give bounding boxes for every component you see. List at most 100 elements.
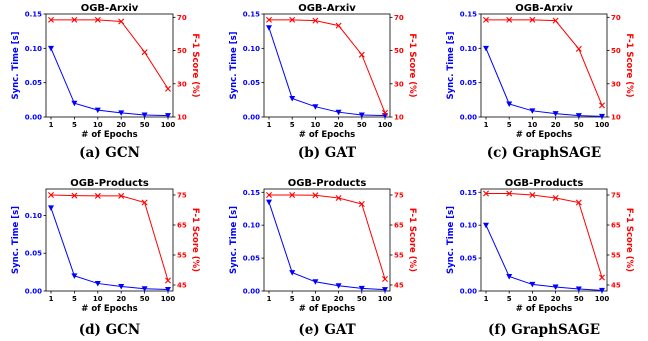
f1-score-marker xyxy=(358,201,365,207)
f1-score-marker xyxy=(358,51,365,58)
sync-time-marker xyxy=(599,113,605,120)
f1-score-marker xyxy=(165,85,171,92)
f1-score-marker xyxy=(382,109,388,116)
x-tick-label: 50 xyxy=(140,295,150,303)
x-tick-label: 5 xyxy=(72,121,77,129)
sync-time-marker xyxy=(71,100,78,107)
plot-frame xyxy=(480,13,608,118)
x-tick-label: 10 xyxy=(311,295,321,303)
sync-time-marker xyxy=(141,112,148,118)
y-right-axis-label: F-1 Score (%) xyxy=(407,33,417,97)
x-tick-label: 100 xyxy=(595,121,610,129)
f1-score-line xyxy=(50,194,169,281)
x-axis-label: # of Epochs xyxy=(516,130,572,140)
y-left-tick-label: 0.00 xyxy=(460,288,477,296)
f1-score-marker xyxy=(483,190,489,197)
plot-frame xyxy=(480,188,608,292)
x-tick-label: 1 xyxy=(49,121,54,129)
x-tick-label: 10 xyxy=(93,295,103,303)
y-left-tick-label: 0.10 xyxy=(460,45,477,53)
x-tick-label: 10 xyxy=(528,295,538,303)
sync-time-marker xyxy=(266,25,272,31)
y-left-axis-label: Sync. Time [s] xyxy=(11,206,21,274)
x-tick-label: 1 xyxy=(484,121,489,129)
sync-time-marker xyxy=(506,274,513,280)
y-left-tick-label: 0.10 xyxy=(25,45,42,53)
f1-score-marker xyxy=(94,192,101,199)
plot-frame xyxy=(263,188,391,292)
f1-score-marker xyxy=(141,199,148,206)
y-right-tick-label: 55 xyxy=(394,252,404,260)
subfigure-caption: (c) GraphSAGE xyxy=(487,145,601,161)
y-right-tick-label: 75 xyxy=(177,192,187,200)
sync-time-marker xyxy=(382,287,388,293)
f1-score-marker xyxy=(289,16,296,23)
y-left-axis-label: Sync. Time [s] xyxy=(229,31,239,99)
f1-score-marker xyxy=(599,102,605,109)
y-left-tick-label: 0.10 xyxy=(460,222,477,230)
y-right-tick-label: 75 xyxy=(394,192,404,200)
x-tick-label: 1 xyxy=(484,295,489,303)
sync-time-marker xyxy=(483,45,489,52)
f1-score-marker xyxy=(552,17,559,24)
subfigure-caption: (d) GCN xyxy=(79,322,141,338)
x-tick-label: 50 xyxy=(140,121,150,129)
f1-score-marker xyxy=(48,16,54,23)
sync-time-line xyxy=(50,207,169,290)
x-tick-label: 20 xyxy=(334,121,344,129)
sync-time-marker xyxy=(289,95,296,102)
f1-score-line xyxy=(269,19,386,114)
f1-score-marker xyxy=(266,16,272,23)
chart-panel: OGB-Products 1 5 10 20 50 100 # of Epochs 0.00 0.… xyxy=(11,178,200,338)
f1-score-marker xyxy=(335,195,342,201)
y-right-tick-label: 50 xyxy=(611,47,621,55)
chart-title: OGB-Products xyxy=(505,178,584,189)
x-tick-label: 50 xyxy=(357,295,367,303)
x-tick-label: 50 xyxy=(357,121,367,129)
y-right-tick-label: 45 xyxy=(394,282,404,290)
sync-time-marker xyxy=(312,279,319,285)
y-left-tick-label: 0.15 xyxy=(243,189,260,197)
x-tick-label: 5 xyxy=(507,295,512,303)
y-left-tick-label: 0.00 xyxy=(243,114,260,122)
y-left-tick-label: 0.10 xyxy=(243,45,260,53)
f1-score-marker xyxy=(165,277,171,284)
f1-score-marker xyxy=(71,16,78,23)
y-right-axis-label: F-1 Score (%) xyxy=(624,208,634,272)
f1-score-marker xyxy=(118,192,125,199)
sync-time-marker xyxy=(335,283,342,289)
y-right-tick-label: 30 xyxy=(611,80,621,88)
x-tick-label: 1 xyxy=(267,295,272,303)
f1-score-marker xyxy=(118,18,125,25)
x-tick-label: 50 xyxy=(574,121,584,129)
chart-title: OGB-Arxiv xyxy=(515,3,573,14)
y-right-tick-label: 65 xyxy=(394,222,404,230)
chart-panel: OGB-Products 1 5 10 20 50 100 # of Epochs 0.00 0.… xyxy=(229,178,417,338)
chart-panel: OGB-Products 1 5 10 20 50 100 # of Epochs 0.00 0.… xyxy=(446,178,634,338)
y-left-tick-label: 0.05 xyxy=(460,79,477,87)
sync-time-marker xyxy=(358,112,365,118)
x-tick-label: 10 xyxy=(528,121,538,129)
chart-title: OGB-Arxiv xyxy=(81,3,139,14)
y-right-tick-label: 50 xyxy=(394,47,404,55)
plot-frame xyxy=(45,13,174,118)
sync-time-marker xyxy=(529,281,536,288)
x-tick-label: 100 xyxy=(595,295,610,303)
sync-time-marker xyxy=(552,111,559,117)
y-left-tick-label: 0.00 xyxy=(460,114,477,122)
y-left-axis-label: Sync. Time [s] xyxy=(229,206,239,274)
x-tick-label: 20 xyxy=(551,295,561,303)
sync-time-marker xyxy=(289,270,296,276)
sync-time-marker xyxy=(71,273,78,279)
sync-time-marker xyxy=(266,199,272,206)
subfigure-caption: (a) GCN xyxy=(79,145,140,161)
y-left-tick-label: 0.05 xyxy=(25,250,42,258)
x-tick-label: 100 xyxy=(161,121,176,129)
y-right-axis-label: F-1 Score (%) xyxy=(407,208,417,272)
x-tick-label: 20 xyxy=(116,295,126,303)
x-tick-label: 20 xyxy=(551,121,561,129)
x-tick-label: 1 xyxy=(49,295,54,303)
y-right-tick-label: 70 xyxy=(177,14,187,22)
sync-time-marker xyxy=(506,101,513,107)
sync-time-line xyxy=(485,224,603,291)
